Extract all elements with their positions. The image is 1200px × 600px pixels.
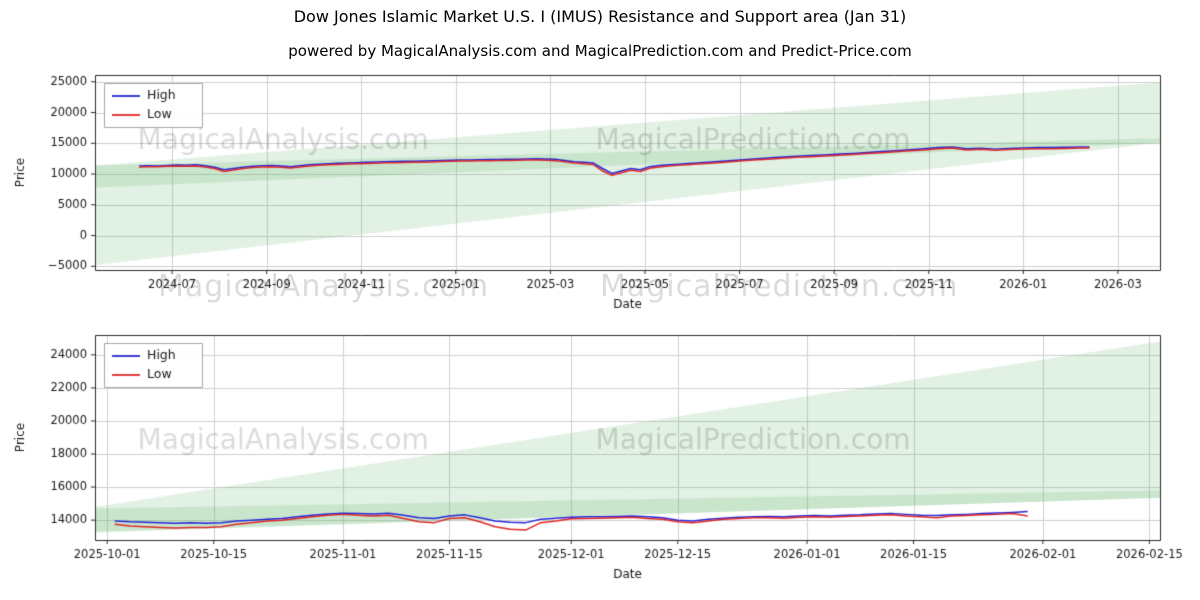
- figure-subtitle: powered by MagicalAnalysis.com and Magic…: [288, 42, 912, 60]
- bottom-price-chart: [0, 325, 1200, 600]
- figure-title: Dow Jones Islamic Market U.S. I (IMUS) R…: [293, 7, 907, 26]
- top-price-chart: [0, 60, 1200, 325]
